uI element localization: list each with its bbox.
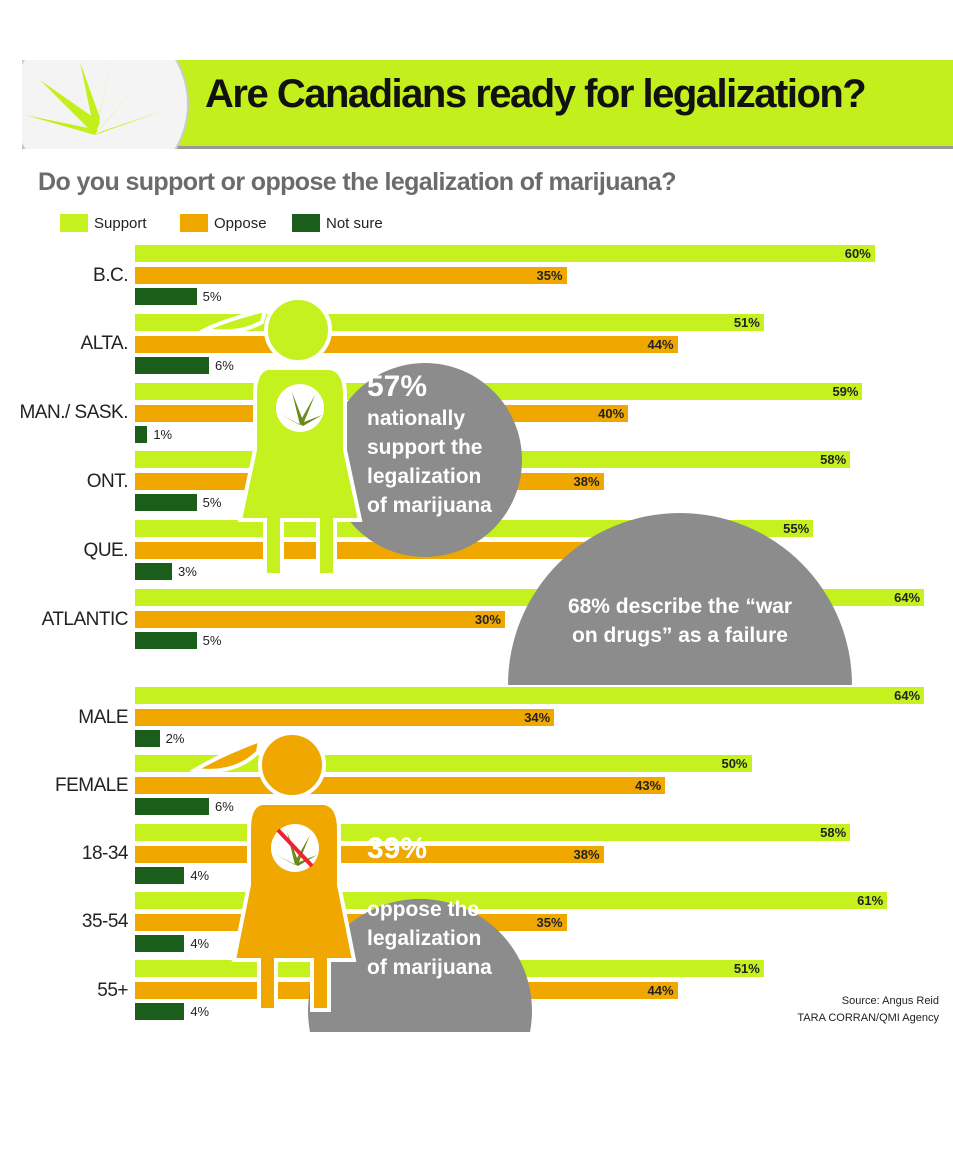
value-label: 58%: [820, 824, 847, 840]
value-label: 58%: [820, 452, 847, 468]
callout-text: nationally support the legalization of m…: [367, 407, 492, 517]
callout-head: 57%: [367, 370, 428, 403]
value-label: 35%: [536, 268, 563, 283]
callout-circle: [328, 363, 522, 557]
bar: [135, 563, 172, 581]
bar: [135, 709, 555, 726]
bar: [135, 267, 567, 284]
bar: [135, 730, 160, 747]
legend-label: Not sure: [326, 214, 383, 232]
value-label: 30%: [474, 612, 501, 627]
callout-text: 68% describe the “war on drugs” as a fai…: [567, 595, 793, 647]
category-label: 35-54: [81, 911, 129, 933]
value-label: 6%: [214, 799, 234, 815]
value-label: 38%: [573, 846, 600, 862]
title: Are Canadians ready for legalization?: [205, 72, 867, 116]
category-label: MAN./ SASK.: [19, 402, 128, 424]
legend-swatch: [292, 214, 320, 232]
bar: [135, 632, 197, 649]
callout-head: 39%: [367, 832, 428, 865]
legend-item: Not sure: [292, 212, 383, 234]
legend-item: Oppose: [180, 212, 267, 234]
subtitle: Do you support or oppose the legalizatio…: [38, 168, 676, 196]
header-mask: [0, 149, 190, 160]
category-label: B.C.: [93, 264, 128, 286]
value-label: 2%: [165, 731, 185, 746]
value-label: 44%: [647, 336, 674, 352]
leaf-icon: [275, 832, 317, 866]
callout-semicircle: [508, 513, 852, 685]
bar: [135, 288, 197, 305]
bar: [135, 245, 875, 262]
value-label: 38%: [573, 474, 600, 490]
value-label: 50%: [721, 756, 748, 772]
value-label: 55%: [783, 521, 810, 537]
legend-swatch: [60, 214, 88, 232]
value-label: 61%: [857, 892, 884, 908]
bar: [135, 1003, 185, 1021]
header-graphic: [0, 0, 953, 160]
callout: 68% describe the “war on drugs” as a fai…: [565, 592, 795, 650]
value-label: 4%: [190, 867, 210, 883]
value-label: 5%: [202, 495, 222, 511]
leaf-icon: [280, 392, 322, 426]
leaf-icon: [25, 58, 165, 135]
category-label: ONT.: [86, 470, 129, 492]
value-label: 44%: [647, 983, 674, 999]
value-label: 51%: [733, 961, 760, 977]
value-label: 43%: [635, 778, 662, 794]
value-label: 5%: [202, 633, 222, 648]
bar: [135, 934, 185, 952]
value-label: 35%: [536, 914, 563, 930]
woman-figure-oppose: [188, 731, 357, 1012]
legend-label: Support: [94, 214, 147, 232]
callout-circle: [308, 898, 532, 1032]
source: Source: Angus Reid: [841, 995, 939, 1007]
callout-text: nationally oppose the legalization of ma…: [367, 869, 492, 979]
bar: [135, 494, 197, 512]
no-sign: [276, 828, 314, 868]
value-label: 34%: [524, 710, 551, 725]
header-rule: [22, 146, 953, 149]
category-label: QUE.: [83, 539, 129, 561]
header-mask: [0, 0, 190, 60]
woman-figure-support: [198, 296, 363, 577]
legend-label: Oppose: [214, 214, 267, 232]
value-label: 4%: [190, 935, 210, 951]
bar: [135, 425, 148, 443]
category-label: 55+: [97, 979, 128, 1001]
category-label: ALTA.: [80, 333, 129, 355]
value-label: 64%: [894, 590, 921, 605]
value-label: 40%: [598, 405, 625, 421]
value-label: 3%: [177, 564, 197, 580]
credit: TARA CORRAN/QMI Agency: [797, 1012, 939, 1024]
value-label: 59%: [832, 383, 859, 399]
category-label: MALE: [78, 706, 128, 728]
bar: [135, 687, 925, 704]
value-label: 6%: [214, 357, 234, 373]
callout: 39% nationally oppose the legalization o…: [367, 832, 502, 982]
bar: [135, 356, 209, 374]
bar: [135, 866, 185, 884]
bar: [135, 611, 505, 628]
legend-swatch: [180, 214, 208, 232]
category-label: FEMALE: [54, 774, 129, 796]
value-label: 51%: [733, 314, 760, 330]
category-label: 18-34: [81, 843, 129, 865]
value-label: 5%: [202, 289, 222, 304]
value-label: 64%: [894, 688, 921, 703]
value-label: 4%: [190, 1004, 210, 1020]
callout: 57% nationally support the legalization …: [367, 370, 502, 520]
legend-item: Support: [60, 212, 147, 234]
category-label: ATLANTIC: [41, 608, 129, 630]
value-label: 60%: [844, 246, 871, 261]
leaf-badge: [276, 384, 324, 432]
bar: [135, 798, 209, 816]
value-label: 1%: [153, 426, 173, 442]
